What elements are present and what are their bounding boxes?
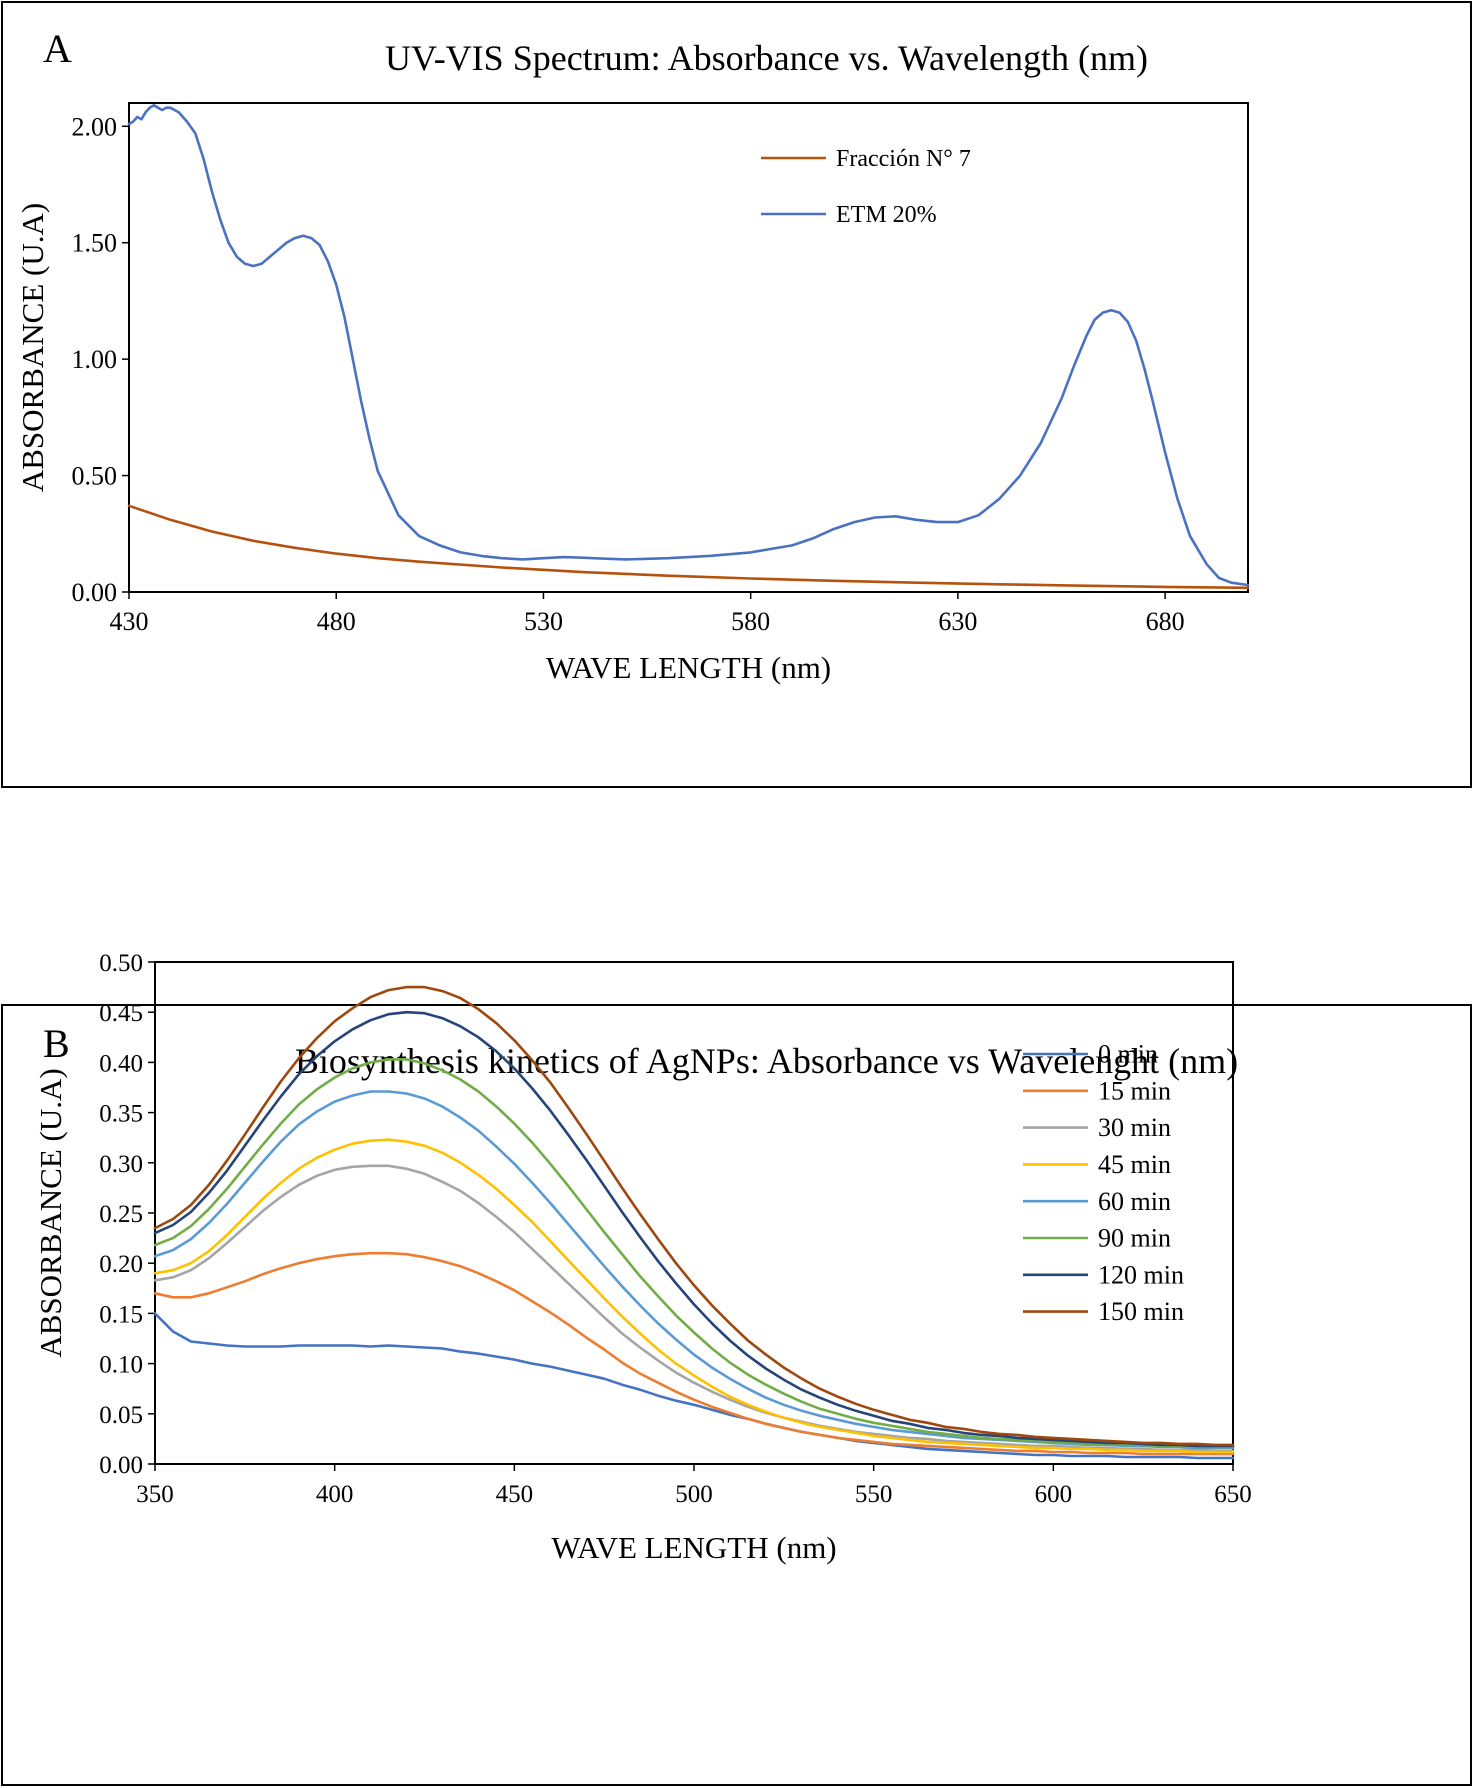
chart-a-y-tick-label: 1.50 (72, 229, 118, 258)
chart-b-legend-label-120-min: 120 min (1098, 1260, 1184, 1289)
chart-a-y-tick-label: 0.50 (72, 462, 118, 491)
chart-b-x-axis-label: WAVE LENGTH (nm) (551, 1530, 836, 1565)
chart-a-x-tick-label: 480 (317, 607, 356, 636)
chart-b-x-tick-label: 350 (136, 1481, 174, 1508)
chart-b: 0.00 0.05 0.10 0.15 0.20 0.25 0.30 0.35 0.40 0.45… (33, 950, 1252, 1565)
chart-b-y-tick-label: 0.15 (99, 1301, 143, 1328)
chart-b-legend-label-0-min: 0 min (1098, 1040, 1158, 1069)
chart-b-x-tick-label: 500 (675, 1481, 713, 1508)
chart-a: 0.00 0.50 1.00 1.50 2.00 430 480 530 580 630 680 WA… (15, 102, 1250, 685)
chart-b-series-120-min (153, 1010, 1235, 1448)
chart-b-y-tick-label: 0.05 (99, 1402, 143, 1429)
chart-b-series-15-min (153, 1251, 1235, 1456)
chart-b-series-45-min (153, 1138, 1235, 1454)
chart-b-x-tick-label: 450 (496, 1481, 534, 1508)
chart-a-x-axis-label: WAVE LENGTH (nm) (546, 650, 831, 685)
chart-a-x-tick-label: 680 (1146, 607, 1185, 636)
chart-b-legend-label-60-min: 60 min (1098, 1187, 1171, 1216)
chart-b-y-tick-label: 0.50 (99, 950, 143, 977)
chart-a-y-tick-label: 1.00 (72, 345, 118, 374)
chart-b-y-tick-label: 0.00 (99, 1452, 143, 1479)
chart-b-x-tick-label: 600 (1035, 1481, 1073, 1508)
chart-a-x-tick-label: 530 (524, 607, 563, 636)
chart-a-y-axis-label: ABSORBANCE (U.A) (15, 203, 50, 492)
panel-letter-a: A (43, 26, 72, 71)
chart-b-legend-label-90-min: 90 min (1098, 1224, 1171, 1253)
chart-a-y-tick-label: 2.00 (72, 112, 118, 141)
chart-a-y-tick-label: 0.00 (72, 578, 118, 607)
panel-a: A UV-VIS Spectrum: Absorbance vs. Wavele… (1, 1, 1472, 788)
chart-b-series-90-min (153, 1058, 1235, 1449)
chart-b-y-tick-label: 0.40 (99, 1050, 143, 1077)
panel-b: B Biosynthesis kinetics of AgNPs: Absorb… (1, 950, 1472, 1786)
chart-b-x-tick-label: 650 (1214, 1481, 1252, 1508)
chart-b-y-tick-label: 0.45 (99, 1000, 143, 1027)
chart-b-series-150-min (153, 985, 1235, 1447)
chart-a-x-tick-label: 630 (938, 607, 977, 636)
chart-a-title: UV-VIS Spectrum: Absorbance vs. Waveleng… (385, 38, 1148, 78)
chart-b-x-tick-label: 550 (855, 1481, 893, 1508)
chart-a-legend-label-etm-20: ETM 20% (836, 202, 937, 228)
chart-a-series-etm-20 (127, 104, 1250, 587)
chart-a-series-fracci-n-n-7 (127, 504, 1250, 590)
chart-b-y-axis-label: ABSORBANCE (U.A) (33, 1068, 68, 1357)
chart-b-y-tick-label: 0.35 (99, 1101, 143, 1128)
chart-b-y-tick-label: 0.25 (99, 1201, 143, 1228)
chart-b-series-0-min (153, 1312, 1235, 1460)
chart-b-y-tick-label: 0.10 (99, 1352, 143, 1379)
chart-b-x-tick-label: 400 (316, 1481, 354, 1508)
panel-letter-b: B (43, 1021, 70, 1066)
chart-b-legend-label-15-min: 15 min (1098, 1076, 1171, 1105)
chart-b-series-30-min (153, 1164, 1235, 1453)
chart-b-legend-label-150-min: 150 min (1098, 1297, 1184, 1326)
chart-a-plot-frame (128, 102, 1249, 593)
chart-b-legend-label-45-min: 45 min (1098, 1150, 1171, 1179)
chart-a-legend-label-fracci-n-n-7: Fracción N° 7 (836, 146, 971, 172)
chart-a-x-tick-label: 430 (110, 607, 149, 636)
chart-b-series-60-min (153, 1090, 1235, 1450)
chart-b-y-tick-label: 0.30 (99, 1151, 143, 1178)
chart-b-legend-label-30-min: 30 min (1098, 1113, 1171, 1142)
chart-a-x-tick-label: 580 (731, 607, 770, 636)
chart-b-y-tick-label: 0.20 (99, 1251, 143, 1278)
